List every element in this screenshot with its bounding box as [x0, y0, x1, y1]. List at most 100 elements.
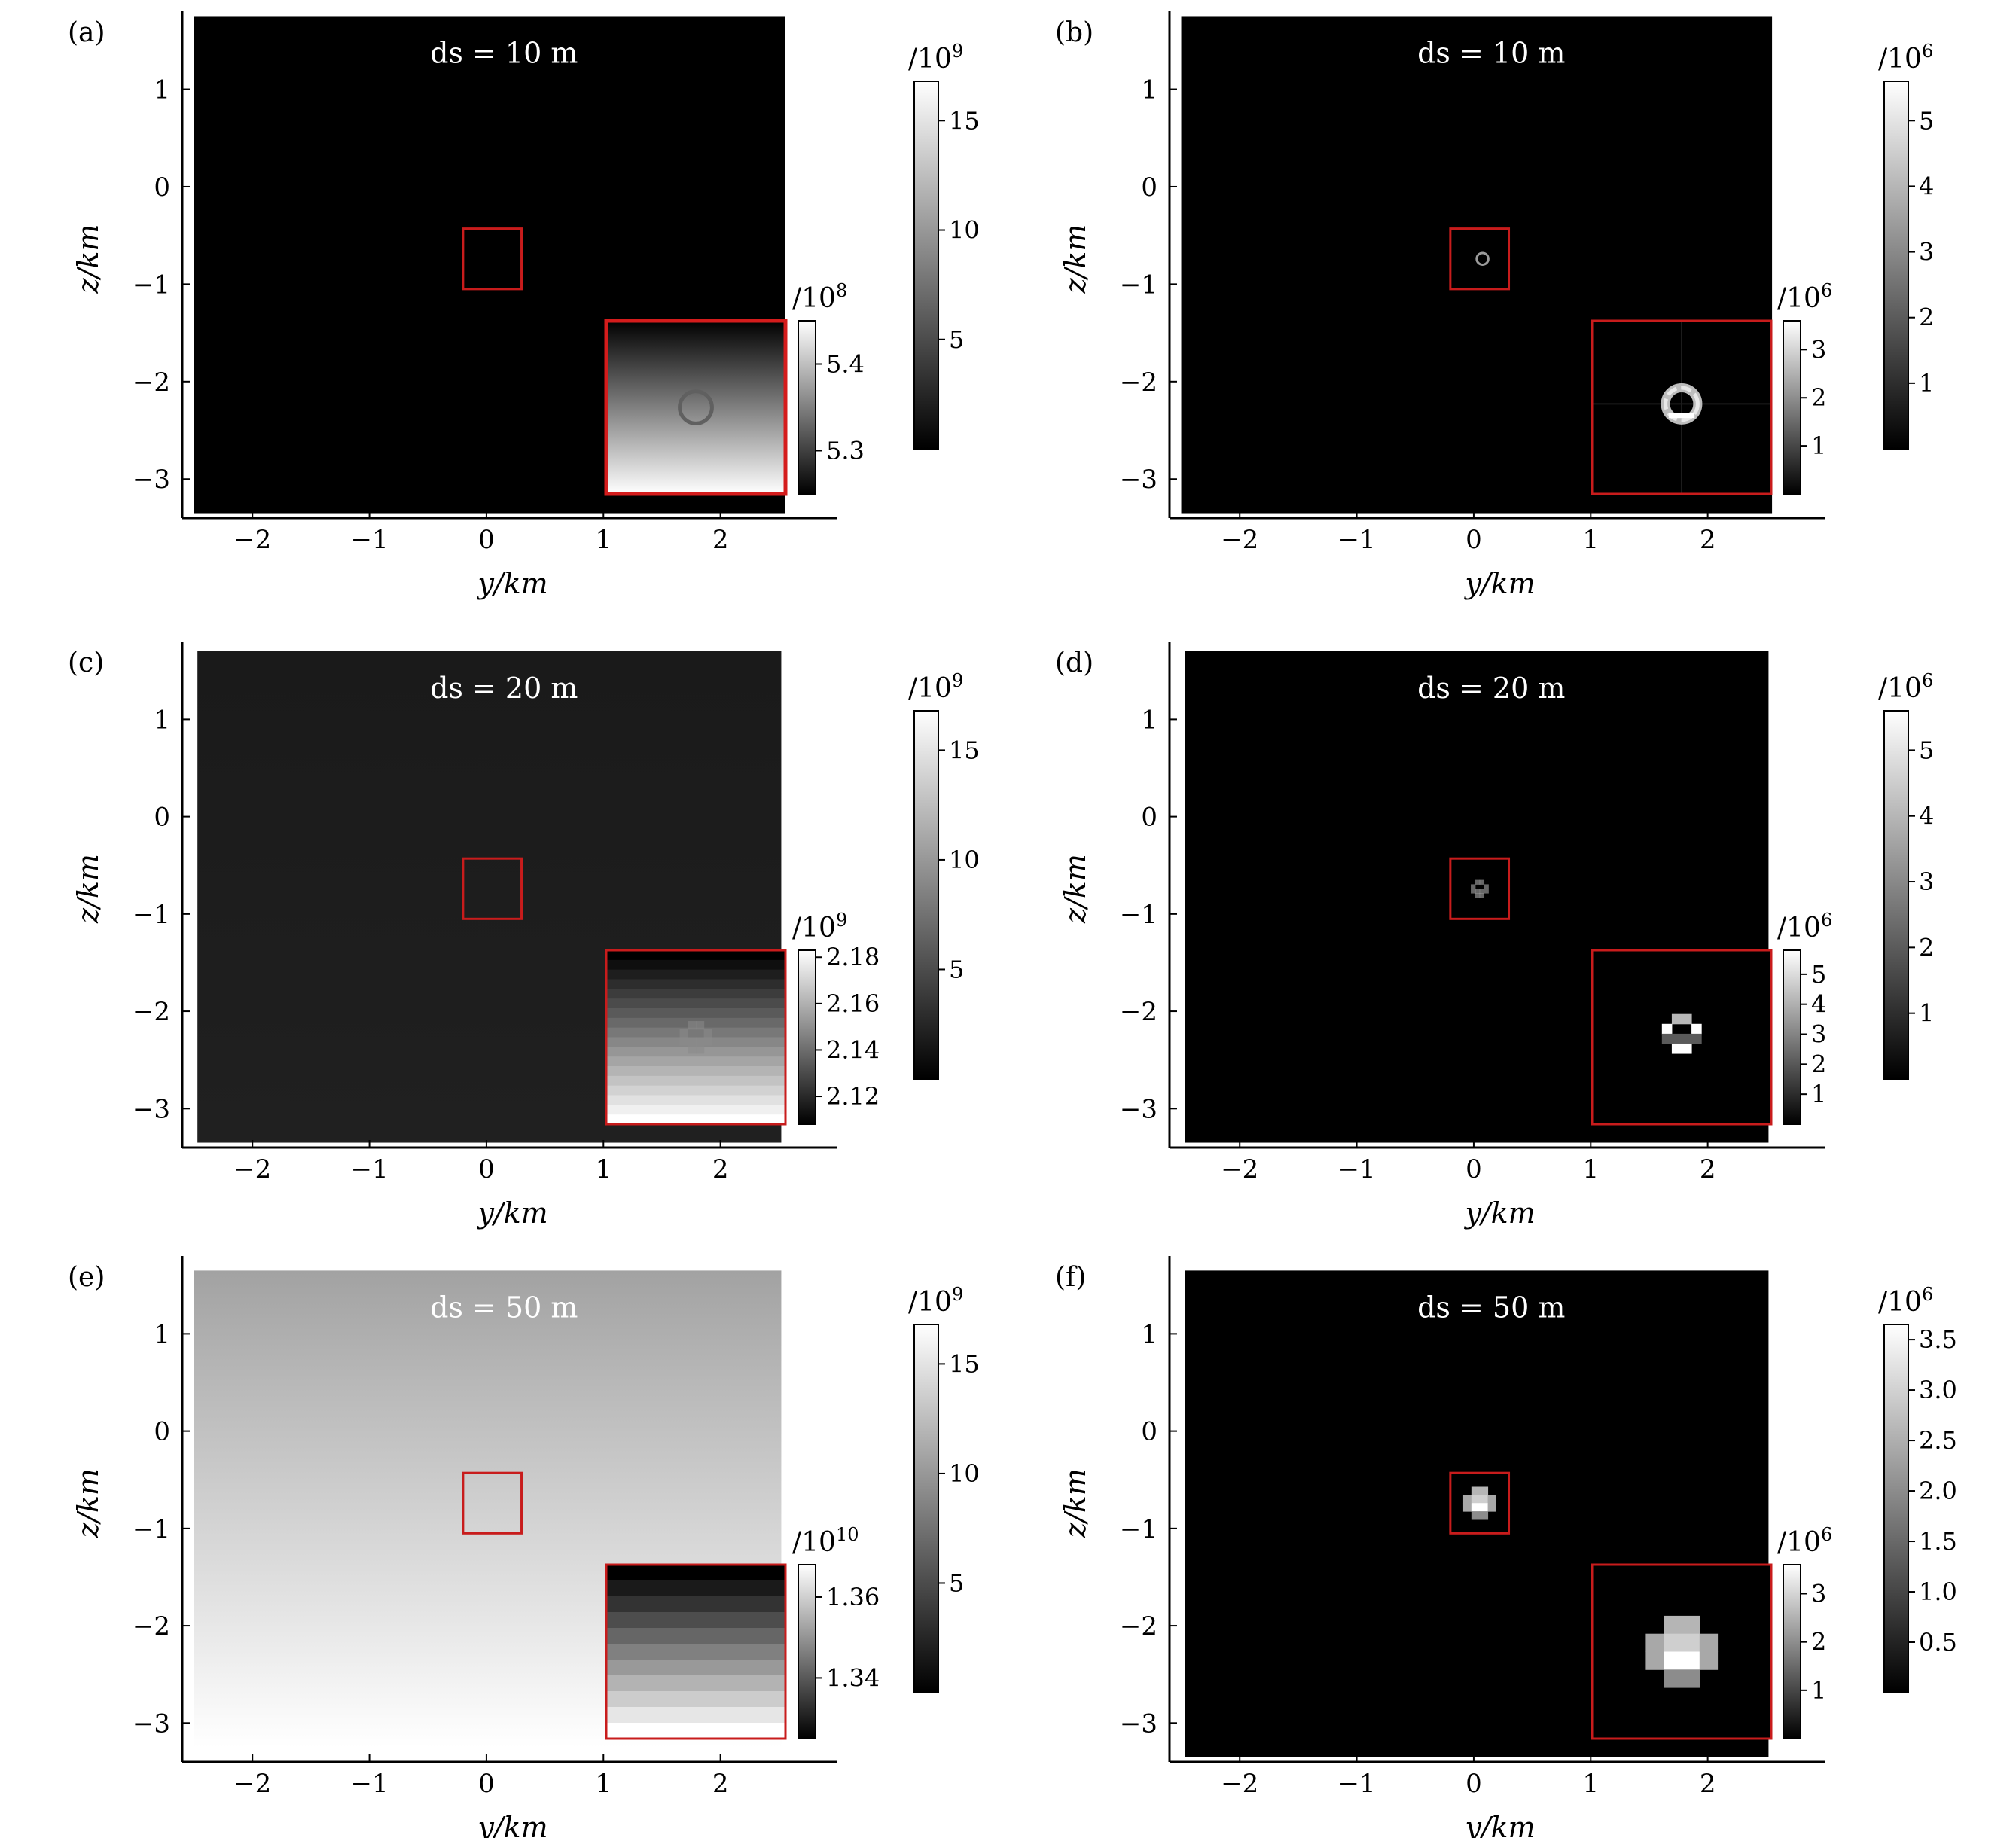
inset-border [1591, 949, 1773, 1126]
roi-box [462, 227, 523, 291]
inset-colorbar-tick-label: 1 [1811, 1080, 1826, 1108]
x-tick-label: 1 [595, 525, 612, 555]
inset-border [605, 1563, 787, 1740]
inset-colorbar: 3 2 1/106 [1777, 1524, 1832, 1739]
colorbar: 5 4 3 2 1/106 [1878, 41, 1934, 450]
x-tick-label: 0 [478, 525, 495, 555]
inset-feature [679, 1021, 712, 1054]
inset-colorbar: 5.4 5.3/108 [792, 280, 865, 495]
colorbar-exponent: /106 [1878, 1284, 1933, 1318]
x-tick-label: −1 [1338, 1769, 1376, 1799]
y-tick-label: −3 [1120, 465, 1157, 495]
inset-feature [1645, 1615, 1719, 1688]
colorbar: 15 10 5/109 [908, 41, 980, 450]
inset-colorbar-gradient [1783, 320, 1801, 495]
x-tick-label: 2 [1700, 1769, 1716, 1799]
grid-spacing-annotation: ds = 50 m [430, 1291, 578, 1324]
y-tick-label: −3 [133, 1708, 170, 1739]
colorbar-gradient [1883, 81, 1909, 450]
colorbar-tick-label: 5 [1919, 106, 1934, 135]
inset-colorbar: 3 2 1/106 [1777, 280, 1832, 495]
grid-spacing-annotation: ds = 10 m [1417, 36, 1565, 69]
roi-box [1449, 857, 1511, 920]
colorbar-exponent: /109 [908, 1284, 963, 1318]
x-tick-label: 1 [1582, 1769, 1599, 1799]
colorbar-tick-label: 5 [949, 955, 964, 983]
roi-feature [1462, 1486, 1496, 1520]
inset-colorbar-gradient [1783, 1564, 1801, 1739]
x-tick-label: 1 [595, 1769, 612, 1799]
x-tick-label: −2 [233, 525, 271, 555]
inset-colorbar-tick-label: 2 [1811, 1628, 1826, 1657]
inset-colorbar-tick-label: 5.3 [826, 437, 865, 465]
x-tick-label: 0 [1465, 525, 1482, 555]
y-tick-label: 1 [154, 75, 170, 105]
colorbar-tick-label: 1.0 [1919, 1577, 1957, 1606]
inset-colorbar-tick-label: 2 [1811, 383, 1826, 412]
inset-colorbar-tick-label: 3 [1811, 1580, 1826, 1608]
inset-colorbar-exponent: /106 [1777, 910, 1832, 943]
y-tick-label: −2 [133, 367, 170, 398]
y-tick-label: −1 [1120, 1514, 1157, 1544]
colorbar-tick-label: 1 [1919, 369, 1934, 398]
inset-colorbar-gradient [798, 1564, 816, 1739]
colorbar-tick-label: 2.0 [1919, 1477, 1957, 1505]
inset-colorbar-exponent: /106 [1777, 280, 1832, 314]
panel-label: (c) [68, 648, 104, 678]
inset-colorbar-exponent: /1010 [792, 1524, 859, 1558]
inset-colorbar-tick-label: 1 [1811, 431, 1826, 460]
y-axis-label: z/km [72, 854, 105, 924]
roi-box [462, 857, 523, 920]
y-tick-label: 0 [1141, 172, 1157, 203]
y-tick-label: 0 [154, 803, 170, 833]
colorbar-tick-label: 2 [1919, 933, 1934, 962]
panel-label: (b) [1055, 17, 1093, 48]
y-tick-label: 1 [154, 705, 170, 735]
colorbar-tick-label: 2 [1919, 303, 1934, 332]
x-tick-label: 2 [712, 1154, 729, 1184]
panel-e: −2 −1 0 1 210−1−2−3y/kmz/km(e)ds = 50 m15105… [68, 1256, 980, 1838]
y-tick-label: −3 [133, 1094, 170, 1124]
inset-feature [1661, 1013, 1702, 1054]
y-axis-label: z/km [1059, 224, 1092, 294]
colorbar-gradient [1883, 1324, 1909, 1693]
inset-colorbar-tick-label: 2 [1811, 1050, 1826, 1078]
colorbar-exponent: /106 [1878, 670, 1933, 704]
inset-colorbar-tick-label: 2.14 [826, 1035, 880, 1064]
colorbar: 15 10 5/109 [908, 670, 980, 1080]
y-tick-label: 1 [1141, 1319, 1157, 1349]
colorbar-tick-label: 5 [949, 325, 964, 354]
colorbar-exponent: /106 [1878, 41, 1933, 75]
colorbar-tick-label: 10 [949, 846, 980, 874]
y-tick-label: −3 [1120, 1708, 1157, 1739]
colorbar-exponent: /109 [908, 670, 963, 704]
x-tick-label: 0 [478, 1154, 495, 1184]
panel-label: (e) [68, 1262, 105, 1293]
roi-feature [1475, 251, 1490, 267]
colorbar: 5 4 3 2 1/106 [1878, 670, 1934, 1080]
inset-colorbar-tick-label: 1.34 [826, 1663, 880, 1692]
x-axis-label: y/km [476, 567, 547, 600]
roi-feature [1471, 879, 1489, 898]
colorbar-tick-label: 4 [1919, 802, 1934, 831]
y-tick-label: −2 [1120, 997, 1157, 1027]
x-tick-label: 1 [1582, 1154, 1599, 1184]
colorbar-tick-label: 5 [1919, 736, 1934, 764]
colorbar-tick-label: 0.5 [1919, 1628, 1957, 1657]
colorbar-tick-label: 3 [1919, 238, 1934, 267]
y-axis-label: z/km [1059, 1468, 1092, 1538]
x-tick-label: 2 [1700, 1154, 1716, 1184]
inset-colorbar-tick-label: 5 [1811, 960, 1826, 989]
y-tick-label: −2 [133, 1611, 170, 1641]
inset-border [604, 319, 788, 496]
colorbar-tick-label: 15 [949, 106, 980, 135]
panel-b: −2 −1 0 1 2 1 0 −1 −2 −3 y/km z/km (b) ds = 10 m 5 4 3 2 1… [1055, 11, 1934, 600]
y-tick-label: 0 [1141, 1417, 1157, 1447]
colorbar-tick-label: 2.5 [1919, 1426, 1957, 1455]
inset-colorbar-gradient [798, 320, 816, 495]
colorbar-tick-label: 5 [949, 1568, 964, 1597]
x-axis-label: y/km [1463, 1196, 1535, 1230]
y-axis-label: z/km [72, 224, 105, 294]
inset-border [605, 949, 787, 1126]
